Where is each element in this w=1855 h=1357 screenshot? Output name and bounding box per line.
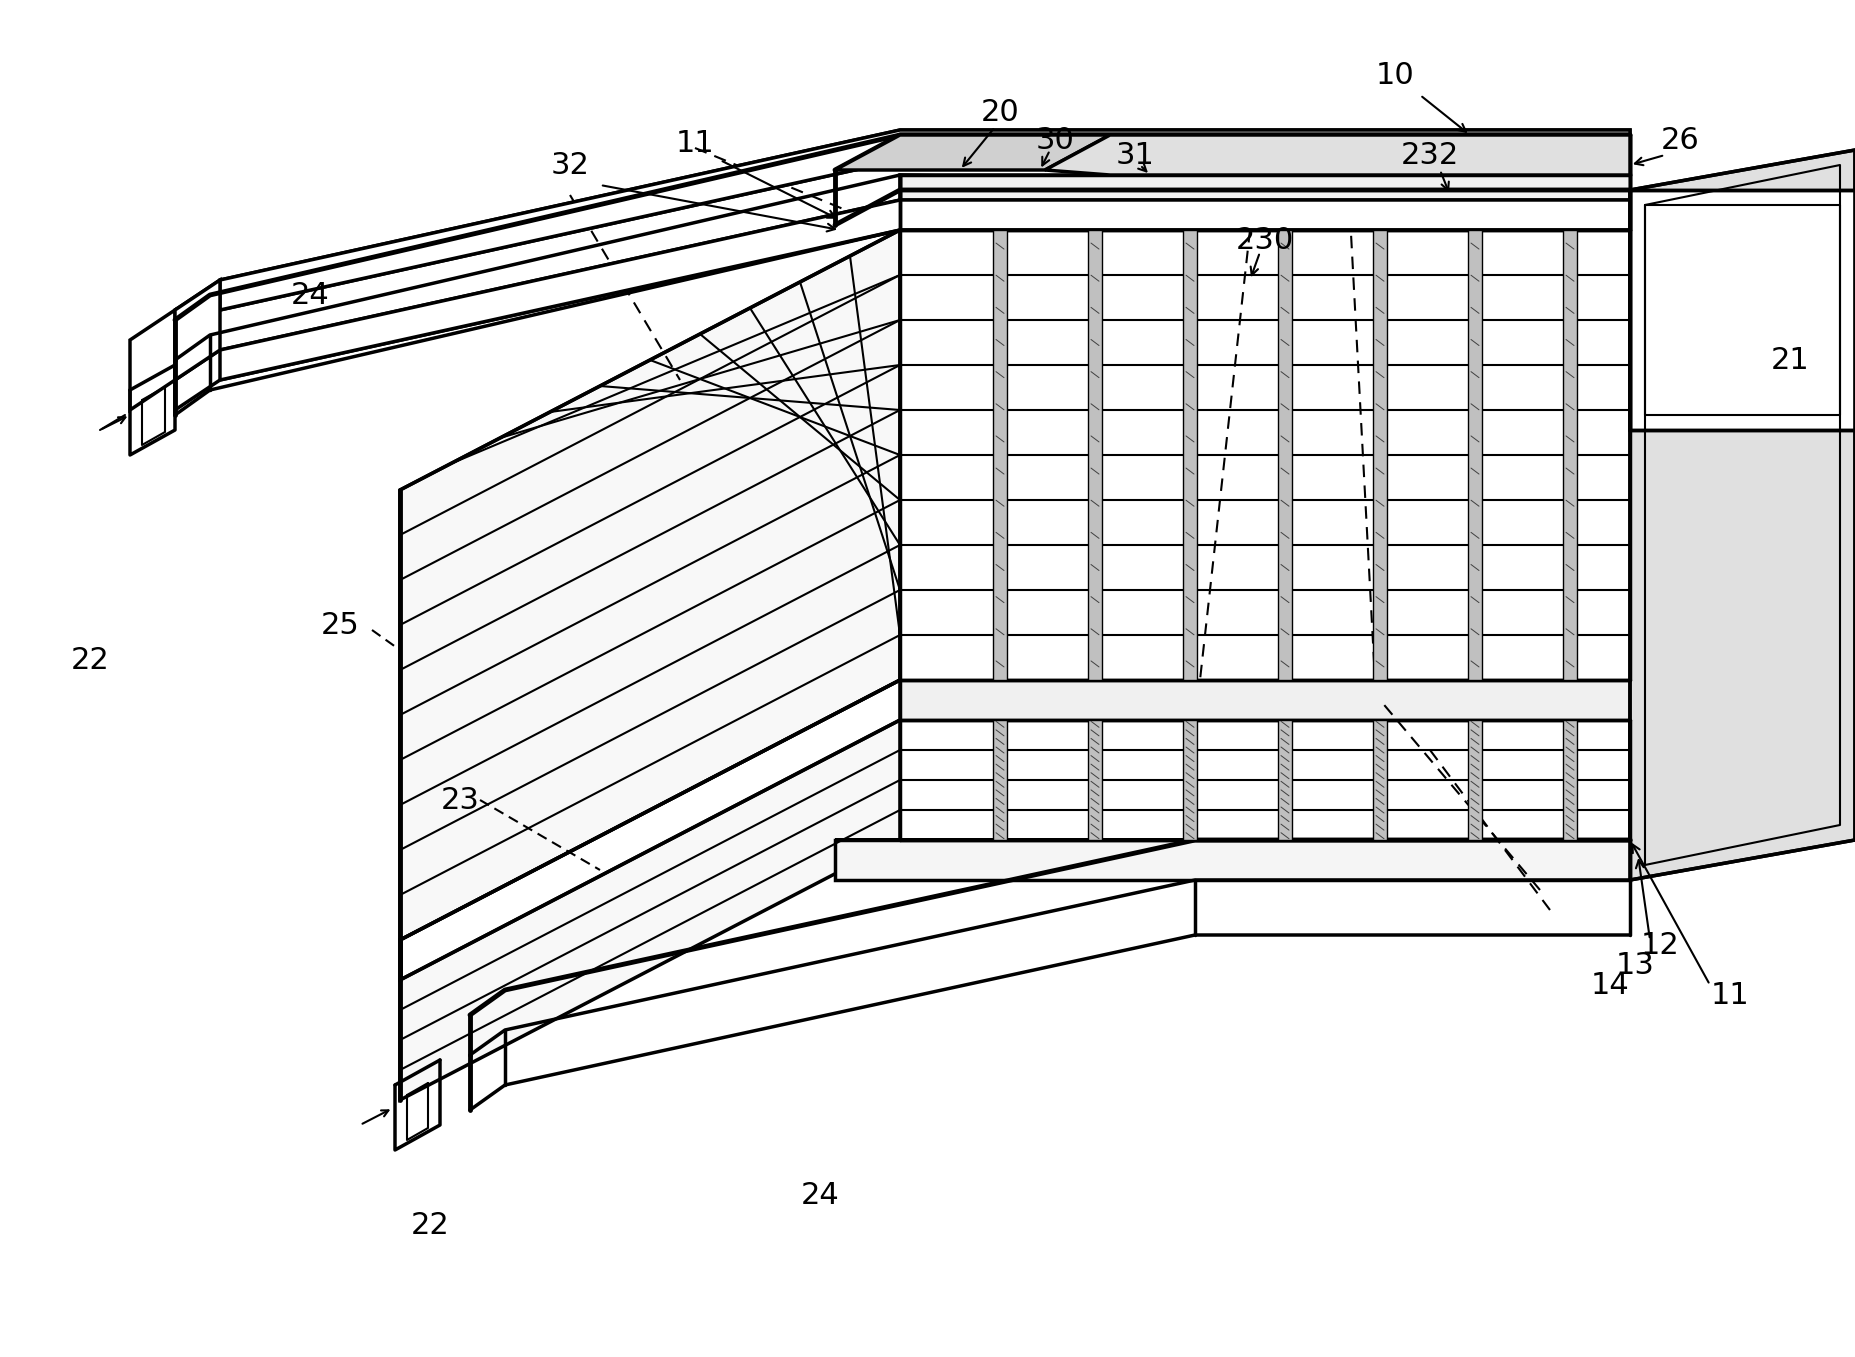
Polygon shape xyxy=(900,175,1631,229)
Text: 26: 26 xyxy=(1660,125,1699,155)
Polygon shape xyxy=(1631,680,1855,840)
Text: 20: 20 xyxy=(981,98,1020,126)
Polygon shape xyxy=(1631,190,1855,430)
Text: 22: 22 xyxy=(70,646,109,674)
Text: 13: 13 xyxy=(1616,950,1655,980)
Text: 22: 22 xyxy=(410,1210,449,1239)
Text: 10: 10 xyxy=(1376,61,1414,90)
Polygon shape xyxy=(835,840,1631,879)
Text: 30: 30 xyxy=(1035,125,1074,155)
Polygon shape xyxy=(1631,190,1855,430)
Polygon shape xyxy=(1631,151,1855,879)
Polygon shape xyxy=(174,130,1631,341)
Polygon shape xyxy=(1373,229,1388,680)
Text: 11: 11 xyxy=(1710,981,1749,1010)
Polygon shape xyxy=(401,229,900,940)
Polygon shape xyxy=(174,199,1631,410)
Polygon shape xyxy=(1564,229,1577,680)
Polygon shape xyxy=(1183,229,1196,680)
Polygon shape xyxy=(1089,721,1102,840)
Text: 23: 23 xyxy=(441,786,479,814)
Polygon shape xyxy=(174,280,221,380)
Polygon shape xyxy=(401,721,900,1101)
Text: 11: 11 xyxy=(675,129,714,157)
Polygon shape xyxy=(1467,721,1482,840)
Polygon shape xyxy=(1373,721,1388,840)
Polygon shape xyxy=(1467,229,1482,680)
Polygon shape xyxy=(221,199,1631,380)
Text: 24: 24 xyxy=(801,1181,838,1209)
Text: 31: 31 xyxy=(1115,141,1154,170)
Polygon shape xyxy=(1278,229,1291,680)
Text: 32: 32 xyxy=(551,151,590,179)
Polygon shape xyxy=(130,309,174,410)
Polygon shape xyxy=(221,130,1631,309)
Text: 12: 12 xyxy=(1640,931,1679,959)
Text: 230: 230 xyxy=(1235,225,1295,255)
Text: 24: 24 xyxy=(291,281,330,309)
Polygon shape xyxy=(900,175,1631,229)
Text: 232: 232 xyxy=(1401,141,1460,170)
Polygon shape xyxy=(1183,721,1196,840)
Text: 14: 14 xyxy=(1590,970,1629,1000)
Polygon shape xyxy=(1089,229,1102,680)
Text: 21: 21 xyxy=(1772,346,1809,375)
Polygon shape xyxy=(1044,134,1631,175)
Polygon shape xyxy=(1564,721,1577,840)
Polygon shape xyxy=(992,229,1007,680)
Polygon shape xyxy=(992,721,1007,840)
Polygon shape xyxy=(835,134,1109,170)
Polygon shape xyxy=(900,680,1631,721)
Text: 25: 25 xyxy=(321,611,360,639)
Polygon shape xyxy=(1278,721,1291,840)
Polygon shape xyxy=(835,801,1855,840)
